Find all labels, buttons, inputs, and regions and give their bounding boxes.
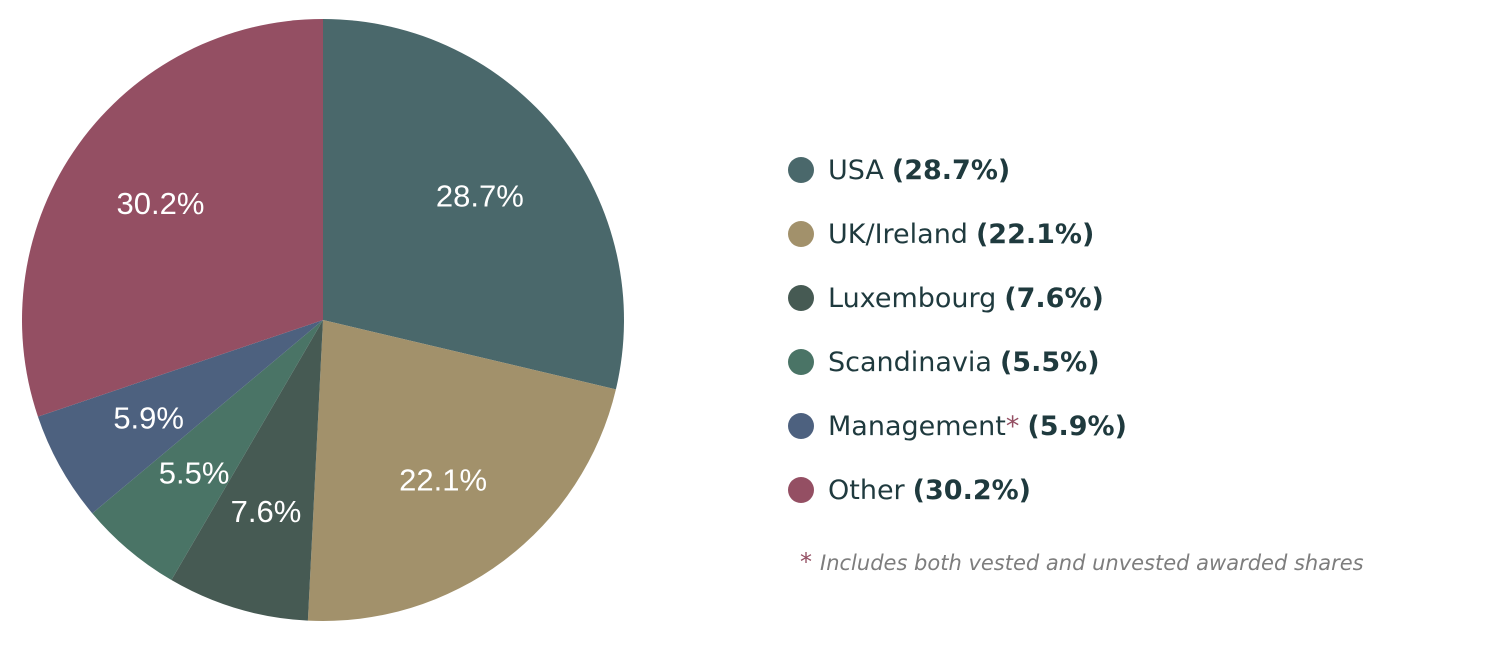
legend-swatch-luxembourg — [788, 285, 814, 311]
legend-label-usa: USA — [828, 154, 884, 186]
legend-label-other: Other — [828, 474, 905, 506]
legend-swatch-management — [788, 413, 814, 439]
pie-slice-uk-ireland — [307, 320, 616, 622]
legend-item-management: Management * (5.9%) — [788, 394, 1127, 458]
legend-value-management: (5.9%) — [1027, 410, 1127, 442]
legend-swatch-usa — [788, 157, 814, 183]
legend: USA (28.7%) UK/Ireland (22.1%) Luxembour… — [788, 138, 1127, 522]
footnote-text: Includes both vested and unvested awarde… — [820, 551, 1364, 575]
legend-asterisk-management: * — [1005, 410, 1020, 442]
pie-slice-usa — [323, 19, 624, 390]
pie-slice-label-luxembourg: 7.6% — [231, 494, 302, 529]
footnote: * Includes both vested and unvested awar… — [800, 548, 1364, 576]
pie-slice-management — [37, 320, 324, 514]
legend-value-usa: (28.7%) — [891, 154, 1011, 186]
legend-label-management: Management — [828, 410, 1006, 442]
pie-chart: 28.7% 22.1% 7.6%5.5% 5.9% 30.2% — [21, 19, 624, 622]
legend-item-uk-ireland: UK/Ireland (22.1%) — [788, 202, 1127, 266]
legend-value-luxembourg: (7.6%) — [1004, 282, 1104, 314]
legend-swatch-other — [788, 477, 814, 503]
pie-slice-labels: 28.7% 22.1% 7.6%5.5% 5.9% 30.2% — [113, 178, 524, 529]
legend-swatch-scandinavia — [788, 349, 814, 375]
legend-label-scandinavia: Scandinavia — [828, 346, 992, 378]
legend-swatch-uk-ireland — [788, 221, 814, 247]
pie-slice-label-uk-ireland: 22.1% — [399, 462, 487, 497]
legend-item-luxembourg: Luxembourg (7.6%) — [788, 266, 1127, 330]
legend-label-uk-ireland: UK/Ireland — [828, 218, 968, 250]
footnote-marker: * — [800, 548, 812, 576]
pie-slice-scandinavia — [92, 320, 323, 581]
legend-label-luxembourg: Luxembourg — [828, 282, 997, 314]
pie-slice-label-management: 5.9% — [113, 400, 184, 435]
pie-slice-label-other: 30.2% — [117, 186, 205, 221]
legend-value-uk-ireland: (22.1%) — [975, 218, 1095, 250]
pie-slice-luxembourg — [171, 320, 323, 621]
legend-item-other: Other (30.2%) — [788, 458, 1127, 522]
pie-slice-label-scandinavia: 5.5% — [159, 455, 230, 490]
legend-item-usa: USA (28.7%) — [788, 138, 1127, 202]
legend-value-scandinavia: (5.5%) — [999, 346, 1100, 378]
legend-item-scandinavia: Scandinavia (5.5%) — [788, 330, 1127, 394]
pie-slice-other — [21, 19, 323, 417]
pie-slices — [21, 19, 624, 622]
legend-value-other: (30.2%) — [912, 474, 1032, 506]
pie-slice-label-usa: 28.7% — [436, 178, 524, 213]
